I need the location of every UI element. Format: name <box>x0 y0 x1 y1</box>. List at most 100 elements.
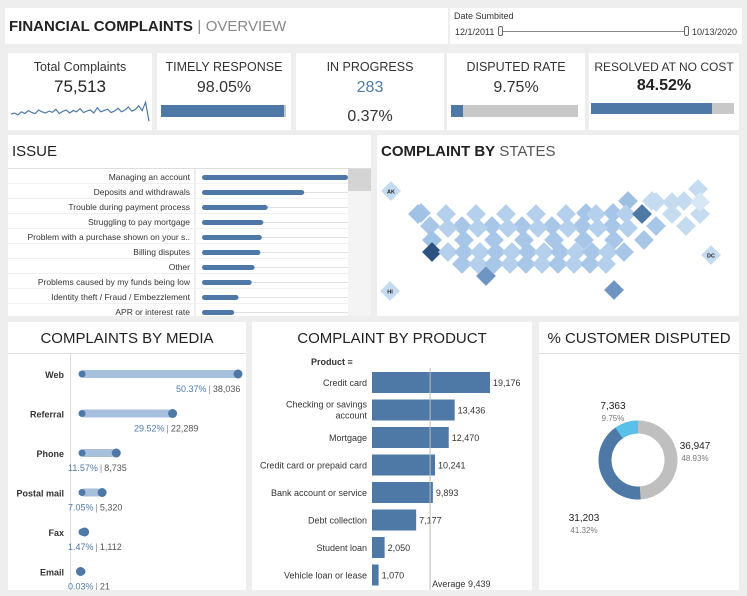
issue-bar[interactable] <box>202 220 264 225</box>
media-bar[interactable] <box>80 409 173 418</box>
product-bar[interactable] <box>372 482 433 503</box>
issue-scrollbar-thumb[interactable] <box>348 169 371 191</box>
state-tile[interactable] <box>422 230 442 250</box>
state-tile[interactable] <box>470 242 490 262</box>
issue-bar-track <box>202 267 348 268</box>
state-tile[interactable] <box>422 242 442 262</box>
media-bar[interactable] <box>80 488 103 497</box>
issue-label: Identity theft / Fraud / Embezzlement <box>51 292 191 302</box>
product-bar[interactable] <box>372 372 490 393</box>
kpi-timely-bar-track <box>161 105 286 117</box>
issue-bar[interactable] <box>202 295 239 300</box>
product-title: COMPLAINT BY PRODUCT <box>297 330 487 347</box>
issue-bar[interactable] <box>202 235 262 240</box>
state-tile[interactable] <box>468 218 488 238</box>
issue-label: Managing an account <box>109 172 191 182</box>
state-tile[interactable] <box>438 242 458 262</box>
kpi-resolved-no-cost: RESOLVED AT NO COST 84.52% <box>589 53 739 130</box>
state-tile[interactable] <box>468 254 488 274</box>
issue-bar[interactable] <box>202 175 348 180</box>
state-tile[interactable] <box>484 254 504 274</box>
issue-bar[interactable] <box>202 190 305 195</box>
product-bar[interactable] <box>372 564 379 586</box>
state-tile[interactable] <box>690 192 710 212</box>
product-value-label: 10,241 <box>438 461 466 471</box>
kpi-resolved-label: RESOLVED AT NO COST <box>594 60 734 74</box>
disputed-title: % CUSTOMER DISPUTED <box>547 330 731 347</box>
state-tile[interactable] <box>438 218 458 238</box>
states-panel: COMPLAINT BY STATES AK HI DC <box>377 135 739 316</box>
state-tile[interactable] <box>604 280 624 300</box>
product-average-label: Average 9,439 <box>432 579 490 589</box>
kpi-total-sparkline <box>10 100 150 122</box>
state-tile[interactable] <box>482 216 502 236</box>
state-tile[interactable] <box>486 242 506 262</box>
kpi-progress-pct: 0.37% <box>347 108 393 125</box>
state-tile[interactable] <box>476 266 496 286</box>
media-bar-start-dot <box>78 449 86 457</box>
state-tile[interactable] <box>496 204 516 224</box>
issue-bar[interactable] <box>202 265 255 270</box>
product-bar[interactable] <box>372 509 417 531</box>
product-bar[interactable] <box>372 537 385 558</box>
state-tile[interactable] <box>618 218 638 238</box>
state-tile[interactable] <box>596 254 616 274</box>
state-tile[interactable] <box>408 204 428 224</box>
date-slider-end-handle[interactable] <box>684 26 689 36</box>
date-slider-start-handle[interactable] <box>498 26 503 36</box>
states-title: COMPLAINT BY STATES <box>381 143 556 160</box>
media-bar-start-dot <box>78 410 86 417</box>
state-tile[interactable] <box>528 218 548 238</box>
issue-bar-track <box>202 237 348 238</box>
state-tile[interactable] <box>634 230 654 250</box>
state-tile[interactable] <box>454 230 474 250</box>
media-panel: COMPLAINTS BY MEDIA Web 50.37% | 38,036 Refe… <box>8 322 246 590</box>
issue-bar[interactable] <box>202 280 252 285</box>
state-tile[interactable] <box>484 230 504 250</box>
issue-bar[interactable] <box>202 310 235 315</box>
state-tile[interactable] <box>558 218 578 238</box>
state-tile[interactable] <box>436 204 456 224</box>
date-filter-label: Date Sumbited <box>454 11 514 21</box>
kpi-progress-label: IN PROGRESS <box>326 60 414 74</box>
state-tile[interactable] <box>452 216 472 236</box>
state-tile[interactable] <box>676 216 696 236</box>
kpi-disputed-value: 9.75% <box>493 79 539 96</box>
state-tile[interactable] <box>646 216 666 236</box>
donut-label-3-value: 31,203 <box>569 513 600 524</box>
media-bar[interactable] <box>80 370 238 378</box>
issue-bar[interactable] <box>202 205 268 210</box>
date-slider-track[interactable] <box>500 31 686 32</box>
date-filter: Date Sumbited 12/1/2011 10/13/2020 <box>450 8 742 44</box>
product-value-label: 19,176 <box>493 378 521 388</box>
issue-bar-track <box>202 222 348 223</box>
media-bar[interactable] <box>80 449 117 457</box>
state-tile[interactable] <box>454 242 474 262</box>
media-bar-end-dot <box>97 488 107 497</box>
sort-icon[interactable]: ≡ <box>347 357 353 367</box>
media-value-label: 50.37% | 38,036 <box>176 384 240 394</box>
media-value-label: 1.47% | 1,112 <box>68 542 122 552</box>
product-bar[interactable] <box>372 399 455 421</box>
page-title: FINANCIAL COMPLAINTS | OVERVIEW <box>9 18 287 35</box>
kpi-resolved-value: 84.52% <box>636 77 692 94</box>
issue-bar[interactable] <box>202 250 261 255</box>
media-label: Postal mail <box>16 489 64 499</box>
donut-label-1-pct: 9.75% <box>602 414 625 423</box>
product-bar[interactable] <box>372 427 449 448</box>
state-tile[interactable] <box>588 218 608 238</box>
state-tile[interactable] <box>420 216 440 236</box>
state-tile[interactable] <box>466 204 486 224</box>
media-value-label: 29.52% | 22,289 <box>134 424 198 434</box>
product-bar[interactable] <box>372 454 436 476</box>
kpi-disputed-label: DISPUTED RATE <box>466 60 566 74</box>
state-tile-hi[interactable] <box>380 281 400 301</box>
issue-label: Problem with a purchase shown on your s.… <box>27 232 190 242</box>
issue-scrollbar-track[interactable] <box>348 191 371 316</box>
kpi-total-complaints: Total Complaints 75,513 <box>8 53 152 130</box>
state-tile[interactable] <box>498 218 518 238</box>
media-sep: | <box>209 384 211 394</box>
state-tile-ak[interactable] <box>381 181 401 201</box>
state-tile[interactable] <box>452 254 472 274</box>
